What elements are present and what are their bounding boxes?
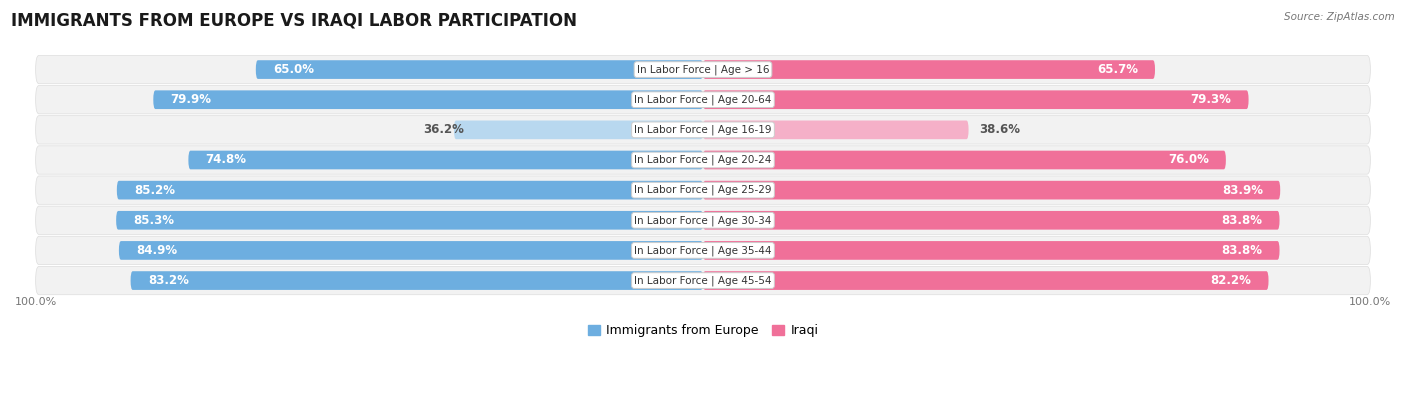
Text: In Labor Force | Age 25-29: In Labor Force | Age 25-29 xyxy=(634,185,772,196)
FancyBboxPatch shape xyxy=(703,271,1268,290)
Text: In Labor Force | Age 20-64: In Labor Force | Age 20-64 xyxy=(634,94,772,105)
FancyBboxPatch shape xyxy=(131,271,703,290)
FancyBboxPatch shape xyxy=(703,90,1249,109)
FancyBboxPatch shape xyxy=(153,90,703,109)
Text: Source: ZipAtlas.com: Source: ZipAtlas.com xyxy=(1284,12,1395,22)
Text: 36.2%: 36.2% xyxy=(423,123,464,136)
Text: In Labor Force | Age 30-34: In Labor Force | Age 30-34 xyxy=(634,215,772,226)
FancyBboxPatch shape xyxy=(35,55,1371,84)
Text: 83.8%: 83.8% xyxy=(1222,214,1263,227)
FancyBboxPatch shape xyxy=(35,266,1371,295)
Text: 84.9%: 84.9% xyxy=(136,244,177,257)
FancyBboxPatch shape xyxy=(454,120,703,139)
Text: 79.9%: 79.9% xyxy=(170,93,211,106)
Legend: Immigrants from Europe, Iraqi: Immigrants from Europe, Iraqi xyxy=(582,320,824,342)
Text: 85.2%: 85.2% xyxy=(134,184,174,197)
Text: 76.0%: 76.0% xyxy=(1168,154,1209,167)
Text: 74.8%: 74.8% xyxy=(205,154,246,167)
Text: 82.2%: 82.2% xyxy=(1211,274,1251,287)
Text: In Labor Force | Age 45-54: In Labor Force | Age 45-54 xyxy=(634,275,772,286)
Text: 65.0%: 65.0% xyxy=(273,63,314,76)
FancyBboxPatch shape xyxy=(35,86,1371,114)
FancyBboxPatch shape xyxy=(703,241,1279,260)
Text: In Labor Force | Age > 16: In Labor Force | Age > 16 xyxy=(637,64,769,75)
Text: 83.9%: 83.9% xyxy=(1222,184,1263,197)
Text: In Labor Force | Age 16-19: In Labor Force | Age 16-19 xyxy=(634,124,772,135)
FancyBboxPatch shape xyxy=(35,146,1371,174)
FancyBboxPatch shape xyxy=(35,206,1371,235)
FancyBboxPatch shape xyxy=(117,211,703,229)
FancyBboxPatch shape xyxy=(35,116,1371,144)
FancyBboxPatch shape xyxy=(703,211,1279,229)
FancyBboxPatch shape xyxy=(256,60,703,79)
Text: 100.0%: 100.0% xyxy=(15,297,58,307)
Text: In Labor Force | Age 20-24: In Labor Force | Age 20-24 xyxy=(634,155,772,165)
Text: 79.3%: 79.3% xyxy=(1191,93,1232,106)
Text: 38.6%: 38.6% xyxy=(979,123,1019,136)
Text: IMMIGRANTS FROM EUROPE VS IRAQI LABOR PARTICIPATION: IMMIGRANTS FROM EUROPE VS IRAQI LABOR PA… xyxy=(11,12,578,30)
FancyBboxPatch shape xyxy=(35,236,1371,265)
FancyBboxPatch shape xyxy=(188,150,703,169)
Text: 65.7%: 65.7% xyxy=(1097,63,1137,76)
FancyBboxPatch shape xyxy=(703,120,969,139)
FancyBboxPatch shape xyxy=(117,181,703,199)
Text: 100.0%: 100.0% xyxy=(1348,297,1391,307)
Text: 83.2%: 83.2% xyxy=(148,274,188,287)
Text: In Labor Force | Age 35-44: In Labor Force | Age 35-44 xyxy=(634,245,772,256)
FancyBboxPatch shape xyxy=(703,150,1226,169)
Text: 83.8%: 83.8% xyxy=(1222,244,1263,257)
Text: 85.3%: 85.3% xyxy=(134,214,174,227)
FancyBboxPatch shape xyxy=(35,176,1371,204)
FancyBboxPatch shape xyxy=(703,60,1154,79)
FancyBboxPatch shape xyxy=(120,241,703,260)
FancyBboxPatch shape xyxy=(703,181,1281,199)
